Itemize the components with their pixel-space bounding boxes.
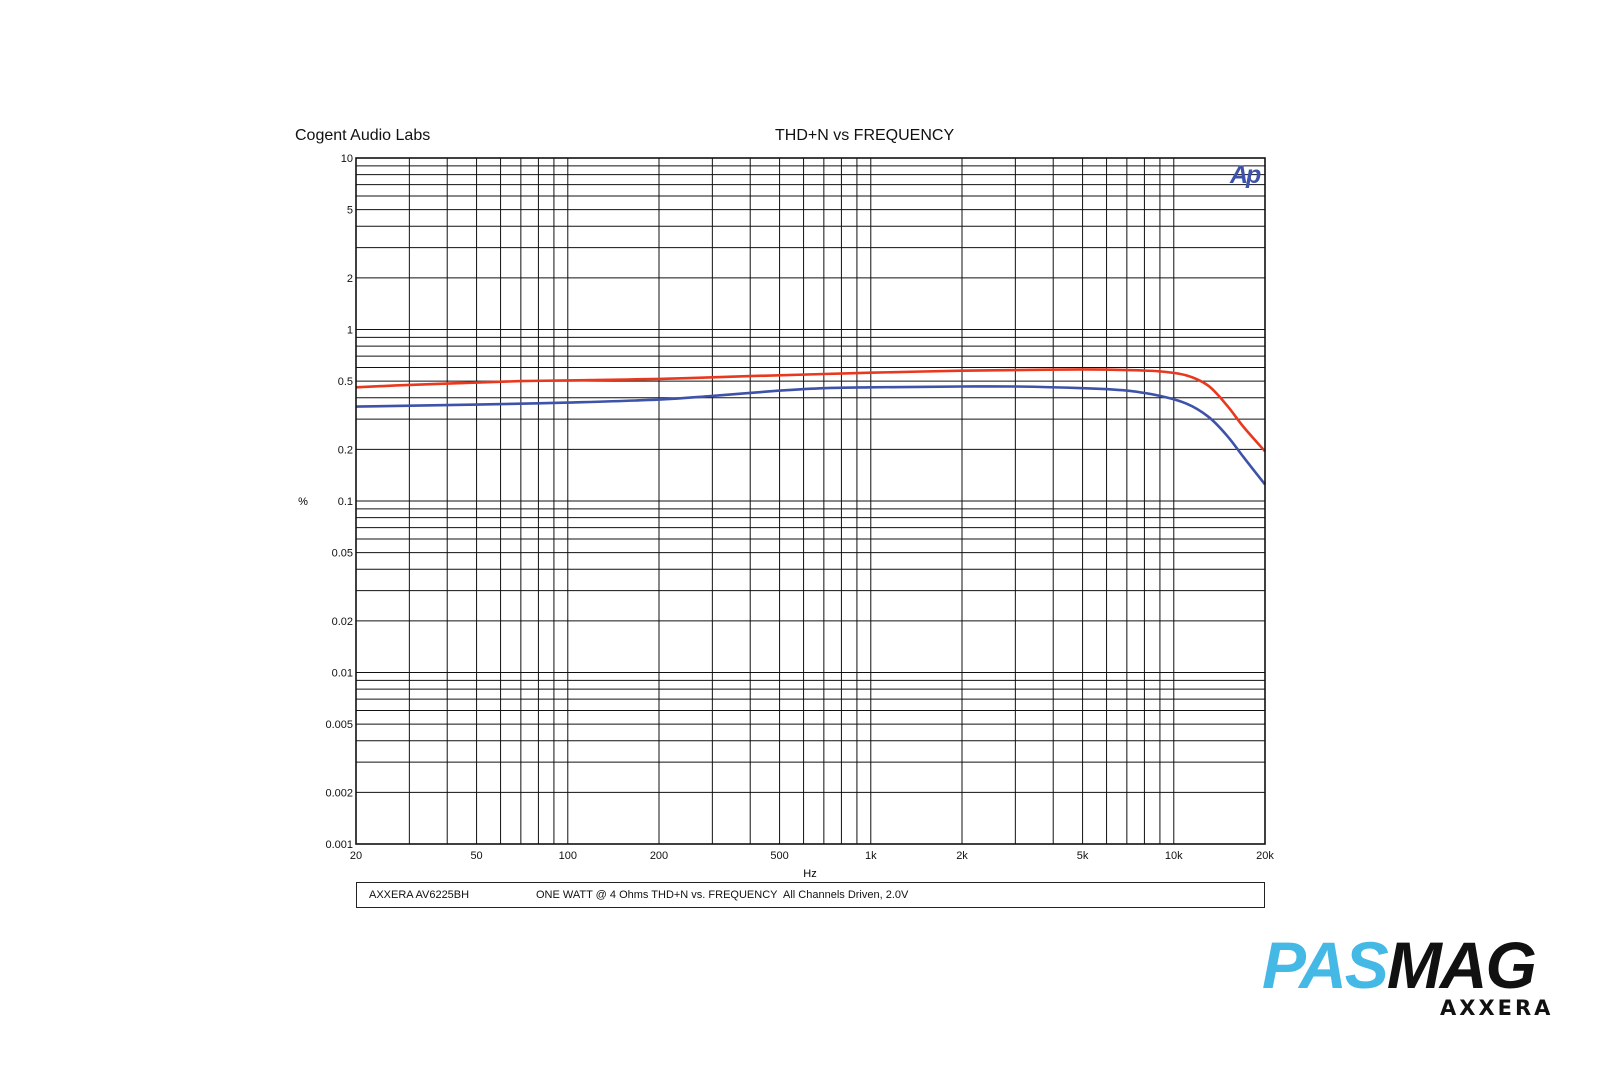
x-axis-label: Hz [803, 868, 816, 880]
x-tick-label: 20 [350, 850, 362, 862]
ap-logo: Ap [1229, 161, 1261, 189]
y-tick-label: 0.2 [338, 444, 353, 456]
y-tick-label: 0.02 [332, 616, 353, 628]
y-tick-label: 0.001 [325, 839, 353, 851]
pasmag-logo: PASMAG [1262, 932, 1537, 998]
x-tick-label: 10k [1165, 850, 1183, 862]
brand-subtitle: AXXERA [1440, 996, 1554, 1020]
y-tick-label: 10 [341, 153, 353, 165]
y-tick-label: 0.05 [332, 548, 353, 560]
y-tick-label: 2 [347, 273, 353, 285]
caption-model: AXXERA AV6225BH [369, 889, 470, 901]
pasmag-logo-mag: MAG [1386, 928, 1537, 1002]
y-tick-label: 0.002 [325, 787, 353, 799]
y-tick-label: 0.01 [332, 668, 353, 680]
chart-title: THD+N vs FREQUENCY [775, 127, 955, 144]
x-tick-label: 50 [470, 850, 482, 862]
caption-drive: All Channels Driven, 2.0V [783, 889, 909, 901]
grid-lines [356, 158, 1265, 844]
x-tick-label: 2k [956, 850, 968, 862]
pasmag-logo-pas: PAS [1262, 928, 1389, 1002]
x-tick-label: 500 [770, 850, 788, 862]
plot-frame [355, 157, 1266, 845]
y-tick-label: 1 [347, 325, 353, 337]
lab-name: Cogent Audio Labs [295, 127, 431, 144]
x-tick-label: 200 [650, 850, 668, 862]
x-tick-label: 100 [559, 850, 577, 862]
y-tick-label: 0.1 [338, 496, 353, 508]
x-tick-label: 1k [865, 850, 877, 862]
y-tick-label: 0.5 [338, 376, 353, 388]
series-layer [355, 368, 1267, 486]
series-line-blue [355, 385, 1267, 486]
x-tick-labels: 20 50 100 200 500 1k 2k 5k 10k 20k [350, 850, 1274, 862]
y-axis-label: % [298, 496, 308, 508]
caption-condition: ONE WATT @ 4 Ohms THD+N vs. FREQUENCY [536, 889, 778, 901]
y-tick-label: 0.005 [325, 719, 353, 731]
y-tick-labels: 10 5 2 1 0.5 0.2 0.1 0.05 0.02 0.01 0.005 0.002 0.00… [325, 153, 353, 851]
series-line-red [355, 368, 1266, 453]
y-tick-label: 5 [347, 205, 353, 217]
x-tick-label: 5k [1077, 850, 1089, 862]
caption-box [356, 882, 1265, 908]
x-tick-label: 20k [1256, 850, 1274, 862]
